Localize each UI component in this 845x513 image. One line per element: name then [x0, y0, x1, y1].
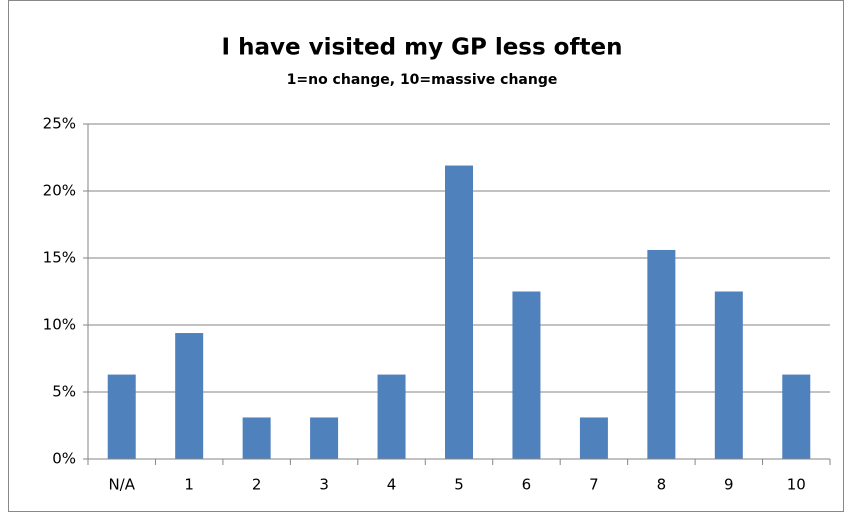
bar: [242, 417, 271, 459]
y-tick-label: 5%: [52, 383, 76, 401]
y-tick-label: 25%: [43, 115, 76, 133]
chart-title: I have visited my GP less often: [222, 35, 623, 61]
bar: [445, 165, 473, 460]
y-tick-label: 10%: [43, 316, 76, 334]
x-tick-label: 1: [184, 476, 194, 494]
x-tick-label: 4: [387, 476, 397, 494]
x-tick-label: 3: [319, 476, 329, 494]
bar: [714, 291, 743, 459]
bar: [310, 417, 339, 459]
x-tick-label: 5: [454, 476, 464, 494]
chart-subtitle: 1=no change, 10=massive change: [287, 72, 558, 88]
x-tick-label: 7: [589, 476, 599, 494]
x-tick-label: 8: [657, 476, 667, 494]
x-tick-label: N/A: [108, 476, 135, 494]
x-tick-label: 9: [724, 476, 734, 494]
bar: [782, 374, 811, 459]
bar: [107, 374, 136, 459]
bar: [512, 291, 541, 459]
y-tick-label: 20%: [43, 182, 76, 200]
x-tick-label: 2: [252, 476, 262, 494]
bar: [579, 417, 608, 459]
bar: [377, 374, 406, 459]
chart-border: [8, 0, 844, 512]
y-tick-label: 15%: [43, 249, 76, 267]
bar: [175, 333, 204, 459]
bar: [647, 249, 676, 459]
y-tick-label: 0%: [52, 450, 76, 468]
x-tick-label: 10: [787, 476, 806, 494]
x-tick-label: 6: [522, 476, 532, 494]
